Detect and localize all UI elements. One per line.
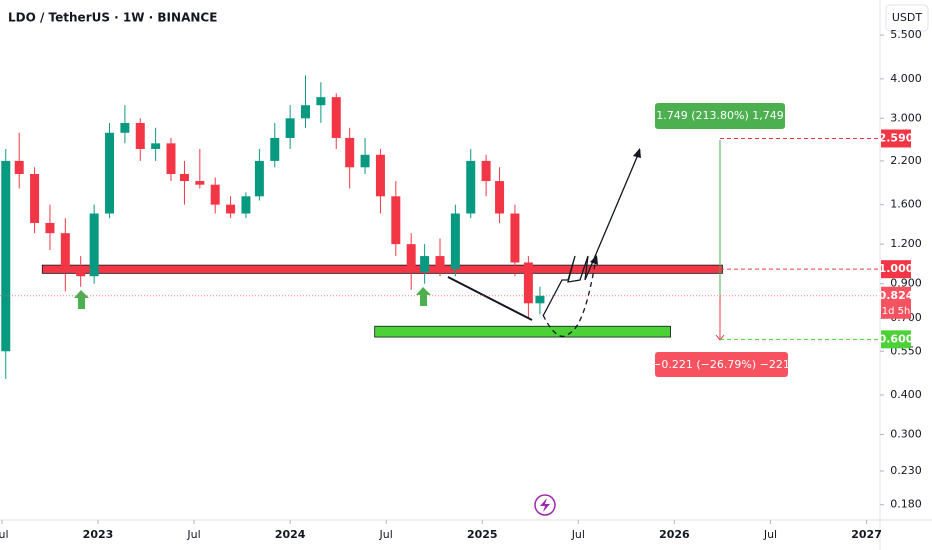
x-tick-label: Jul: [571, 528, 585, 541]
candle-body: [45, 222, 55, 234]
x-tick-label: 2024: [275, 528, 306, 541]
currency-button[interactable]: [885, 4, 929, 32]
y-tick-label: 1.200: [890, 237, 922, 250]
candles: [1, 75, 545, 379]
price-label: 0.600: [879, 332, 914, 345]
candle-body: [360, 154, 370, 168]
candle-body: [495, 181, 505, 214]
candle-body: [166, 143, 176, 174]
candle-body: [210, 184, 220, 205]
countdown: 1d 5h: [882, 306, 911, 317]
candle-body: [226, 204, 236, 214]
currency: USDT: [892, 11, 923, 24]
y-tick-label: 1.600: [890, 198, 922, 211]
candle-body: [195, 181, 205, 185]
y-tick-label: 5.500: [890, 28, 922, 41]
up-arrow: [74, 290, 89, 309]
candle-body: [120, 122, 130, 133]
x-tick-label: 2027: [851, 528, 882, 541]
x-tick-label: 2026: [659, 528, 690, 541]
candle-body: [270, 137, 280, 161]
candle-body: [179, 173, 189, 182]
zones: [41, 264, 723, 338]
candle-body: [301, 105, 311, 119]
x-tick-label: Jul: [379, 528, 393, 541]
candle-body: [420, 256, 430, 272]
y-tick-label: 0.300: [890, 428, 922, 441]
annotation-box: [655, 352, 788, 377]
price-label-box: [881, 129, 911, 148]
x-tick-label: Jul: [186, 528, 200, 541]
price-label: 0.824: [879, 289, 914, 302]
candle-body: [30, 173, 40, 223]
y-tick-label: 4.000: [890, 72, 922, 85]
candle-body: [391, 196, 401, 245]
candle-body: [151, 143, 161, 149]
annotation: −0.221 (−26.79%) −221: [652, 358, 790, 371]
zone: [374, 325, 671, 338]
candle-body: [1, 160, 11, 352]
trend-line: [447, 276, 533, 321]
y-tick-label: 0.400: [890, 388, 922, 401]
lightning: [540, 498, 550, 512]
x-tick-label: Jul: [763, 528, 777, 541]
candle-body: [375, 154, 385, 197]
chart-title: LDO / TetherUS · 1W · BINANCE: [8, 11, 217, 25]
price-label-box: [881, 286, 911, 319]
up-arrow: [416, 287, 431, 306]
candle-body: [285, 118, 295, 138]
dashed-projection: [542, 257, 597, 338]
candle-body: [316, 97, 326, 106]
y-tick-label: 2.200: [890, 154, 922, 167]
y-tick-label: 0.900: [890, 277, 922, 290]
y-tick-label: 0.180: [890, 498, 922, 511]
candle-body: [14, 160, 24, 174]
arrow-head: [590, 255, 598, 265]
candle-body: [76, 271, 86, 277]
candle-body: [435, 256, 445, 270]
candle-body: [466, 160, 476, 214]
drawings: 1.749 (213.80%) 1,749 −0.221 (−26.79%) −…: [74, 103, 790, 516]
candle-body: [331, 97, 341, 138]
arrow-head: [633, 148, 641, 158]
candle-body: [89, 213, 99, 277]
y-tick-label: 3.000: [890, 111, 922, 124]
candle-body: [523, 262, 533, 304]
candle-body: [135, 122, 145, 149]
candle-body: [450, 213, 460, 270]
price-label: 1.000: [879, 262, 914, 275]
candle-body: [510, 213, 520, 263]
measure-arrow: [715, 334, 725, 341]
price-label: 2.590: [879, 131, 914, 144]
annotation-box: [655, 103, 785, 129]
x-tick-label: 2025: [467, 528, 498, 541]
zone: [41, 264, 723, 274]
candle-body: [345, 137, 355, 168]
candle-body: [105, 132, 115, 214]
price-label-box: [881, 330, 911, 349]
x-tick-label: Jul: [0, 528, 9, 541]
candle-body: [535, 295, 545, 304]
y-tick-label: 0.230: [890, 464, 922, 477]
x-tick-label: 2023: [83, 528, 114, 541]
price-label-box: [881, 260, 911, 279]
candle-body: [241, 196, 251, 214]
candle-body: [481, 160, 491, 182]
candle-body: [254, 160, 264, 197]
annotation: 1.749 (213.80%) 1,749: [656, 109, 784, 122]
candle-body: [406, 244, 416, 272]
candle-body: [60, 233, 70, 272]
projection-path: [542, 149, 641, 317]
